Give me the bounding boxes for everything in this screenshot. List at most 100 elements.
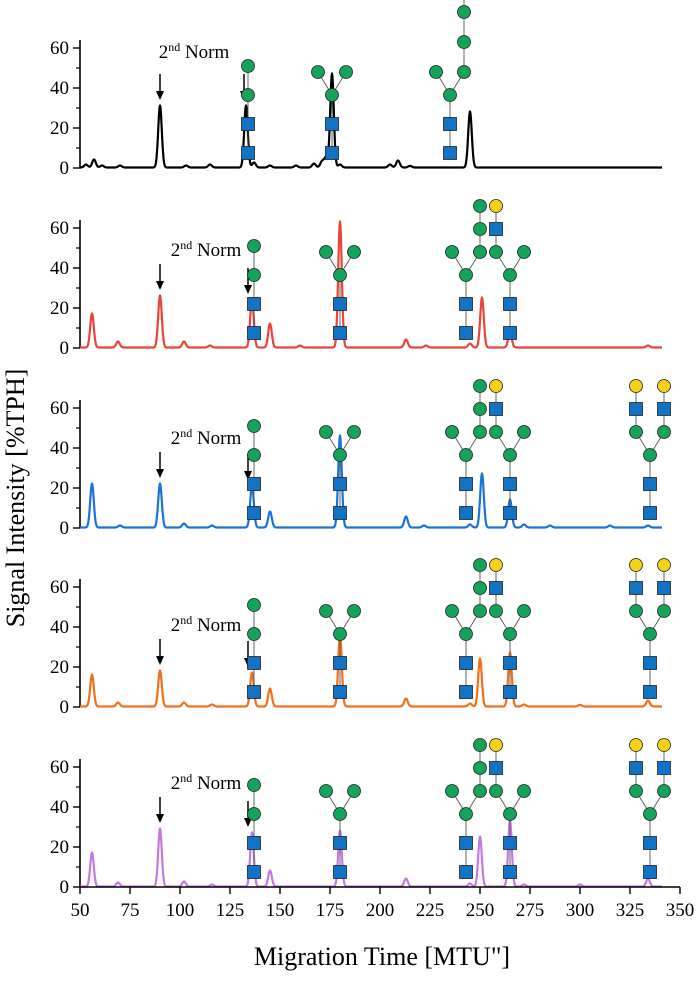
y-tick-label: 60 xyxy=(50,757,69,778)
mannose-circle xyxy=(489,604,503,618)
mannose-circle xyxy=(643,448,657,462)
annotation-label: 2nd Norm xyxy=(171,426,242,449)
annotation-arrowhead xyxy=(156,469,164,478)
mannose-circle xyxy=(459,448,473,462)
x-tick-label: 75 xyxy=(121,900,140,921)
glcnac-square xyxy=(629,581,643,595)
y-tick-label: 0 xyxy=(60,158,70,179)
annotation-arrowhead xyxy=(244,818,252,827)
panel-1: 0 20 40 60 2nd Norm xyxy=(50,0,663,179)
annotation-arrowhead xyxy=(244,285,252,294)
mannose-circle xyxy=(629,784,643,798)
mannose-circle xyxy=(459,627,473,641)
panel-5: 0 20 40 60 2nd Norm xyxy=(50,738,671,898)
glcnac-square xyxy=(459,506,473,520)
mannose-circle xyxy=(489,425,503,439)
mannose-circle xyxy=(629,425,643,439)
glcnac-square xyxy=(459,865,473,879)
galactose-circle xyxy=(657,738,671,752)
x-tick-label: 350 xyxy=(666,900,695,921)
glcnac-square xyxy=(657,761,671,775)
glcnac-square xyxy=(459,326,473,340)
y-tick-label: 20 xyxy=(50,298,69,319)
x-axis-title: Migration Time [MTU"] xyxy=(254,942,510,971)
glcnac-square xyxy=(503,656,517,670)
glcnac-square xyxy=(459,836,473,850)
glycan-structure xyxy=(445,379,487,520)
glcnac-square xyxy=(241,117,255,131)
glcnac-square xyxy=(489,402,503,416)
glycan-structure xyxy=(247,239,261,340)
mannose-circle xyxy=(473,379,487,393)
mannose-circle xyxy=(333,627,347,641)
glcnac-square xyxy=(643,477,657,491)
mannose-circle xyxy=(247,598,261,612)
glycan-structure xyxy=(247,778,261,879)
y-tick-label: 60 xyxy=(50,577,69,598)
mannose-circle xyxy=(247,419,261,433)
glcnac-square xyxy=(489,222,503,236)
trace-line xyxy=(79,633,663,708)
glcnac-square xyxy=(503,297,517,311)
glycan-structure xyxy=(629,738,671,879)
x-tick-label: 200 xyxy=(366,900,395,921)
x-tick-label: 100 xyxy=(166,900,195,921)
glycan-structure xyxy=(319,784,361,879)
annotation-label: 2nd Norm xyxy=(171,771,242,794)
galactose-circle xyxy=(489,738,503,752)
annotation-label: 2nd Norm xyxy=(171,238,242,261)
mannose-circle xyxy=(333,448,347,462)
glycan-structure xyxy=(445,199,487,340)
annotation-arrowhead xyxy=(156,814,164,823)
glycan-structure xyxy=(319,425,361,520)
glcnac-square xyxy=(247,477,261,491)
mannose-circle xyxy=(319,425,333,439)
mannose-circle xyxy=(445,245,459,259)
mannose-circle xyxy=(489,245,503,259)
glcnac-square xyxy=(443,146,457,160)
glcnac-square xyxy=(459,477,473,491)
glycan-structure xyxy=(247,598,261,699)
glycan-structure xyxy=(241,59,255,160)
x-tick-label: 300 xyxy=(566,900,595,921)
glcnac-square xyxy=(643,685,657,699)
glcnac-square xyxy=(503,506,517,520)
trace-line xyxy=(79,220,663,349)
glycan-structure xyxy=(489,738,531,879)
glcnac-square xyxy=(629,761,643,775)
mannose-circle xyxy=(339,65,353,79)
glcnac-square xyxy=(247,297,261,311)
mannose-circle xyxy=(517,784,531,798)
glcnac-square xyxy=(643,865,657,879)
mannose-circle xyxy=(247,778,261,792)
y-tick-label: 20 xyxy=(50,837,69,858)
glycan-structure xyxy=(445,558,487,699)
mannose-circle xyxy=(517,604,531,618)
y-tick-label: 60 xyxy=(50,398,69,419)
mannose-circle xyxy=(473,761,487,775)
glcnac-square xyxy=(247,836,261,850)
glcnac-square xyxy=(247,656,261,670)
annotation-arrowhead xyxy=(156,91,164,100)
x-tick-label: 150 xyxy=(266,900,295,921)
glycan-structure xyxy=(445,738,487,879)
mannose-circle xyxy=(319,784,333,798)
galactose-circle xyxy=(489,379,503,393)
trace-line xyxy=(79,434,663,529)
glcnac-square xyxy=(459,297,473,311)
y-tick-label: 20 xyxy=(50,657,69,678)
mannose-circle xyxy=(347,604,361,618)
x-tick-label: 125 xyxy=(216,900,245,921)
annotation-arrowhead xyxy=(156,281,164,290)
annotation-label: 2nd Norm xyxy=(171,613,242,636)
glcnac-square xyxy=(333,506,347,520)
panels: 0 20 40 60 2nd Norm 0 20 40 60 2nd Norm 0 20 40 60 2nd… xyxy=(50,0,671,898)
x-tick-label: 225 xyxy=(416,900,445,921)
galactose-circle xyxy=(657,379,671,393)
glcnac-square xyxy=(247,326,261,340)
glcnac-square xyxy=(247,685,261,699)
galactose-circle xyxy=(629,379,643,393)
mannose-circle xyxy=(473,558,487,572)
galactose-circle xyxy=(629,558,643,572)
mannose-circle xyxy=(489,784,503,798)
